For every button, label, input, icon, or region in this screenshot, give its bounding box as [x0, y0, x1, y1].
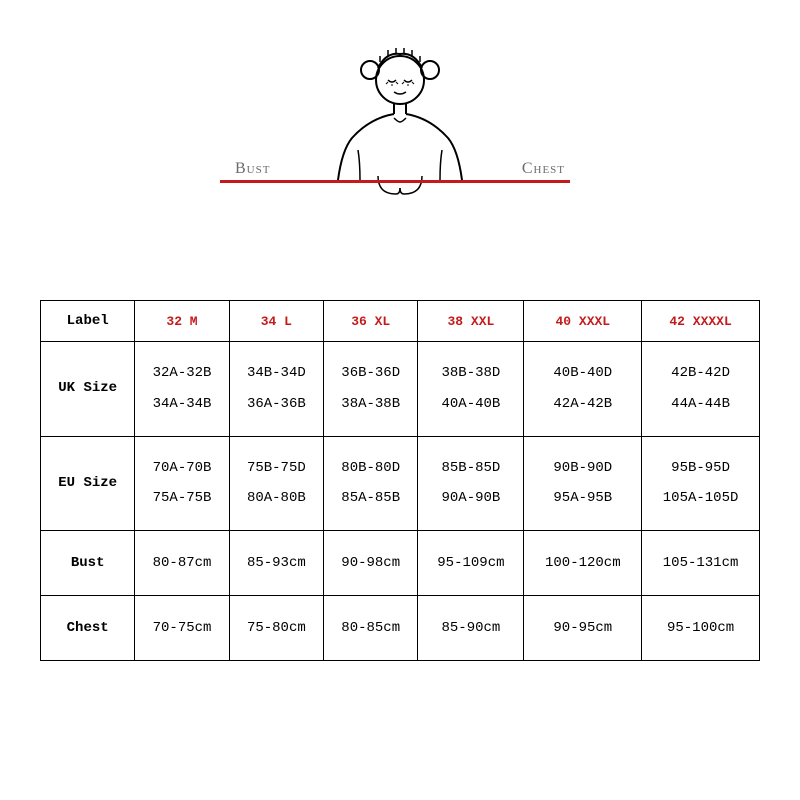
figure-illustration: [320, 40, 480, 220]
size-chart-table: Label 32 M 34 L 36 XL 38 XXL 40 XXXL 42 …: [40, 300, 760, 661]
table-cell: 32A-32B34A-34B: [135, 342, 229, 437]
cell-value: 105A-105D: [646, 483, 755, 514]
size-header: 32 M: [135, 301, 229, 342]
table-cell: 75-80cm: [229, 596, 323, 661]
cell-value: 75B-75D: [234, 453, 319, 484]
cell-value: 34B-34D: [234, 358, 319, 389]
cell-value: 80A-80B: [234, 483, 319, 514]
table-cell: 85-90cm: [418, 596, 524, 661]
row-label: UK Size: [41, 342, 135, 437]
cell-value: 44A-44B: [646, 389, 755, 420]
cell-value: 90B-90D: [528, 453, 637, 484]
table-cell: 36B-36D38A-38B: [324, 342, 418, 437]
table-cell: 70-75cm: [135, 596, 229, 661]
cell-value: 42A-42B: [528, 389, 637, 420]
cell-value: 90-95cm: [528, 620, 637, 636]
row-label: Bust: [41, 531, 135, 596]
table-cell: 85-93cm: [229, 531, 323, 596]
table-cell: 80B-80D85A-85B: [324, 436, 418, 531]
table-row: Bust80-87cm 85-93cm 90-98cm 95-109cm 100-120…: [41, 531, 760, 596]
cell-value: 40B-40D: [528, 358, 637, 389]
cell-value: 38A-38B: [328, 389, 413, 420]
cell-value: 85-93cm: [234, 555, 319, 571]
label-header: Label: [41, 301, 135, 342]
cell-value: 70A-70B: [139, 453, 224, 484]
cell-value: 85A-85B: [328, 483, 413, 514]
size-header: 40 XXXL: [524, 301, 642, 342]
size-header: 38 XXL: [418, 301, 524, 342]
cell-value: 80-85cm: [328, 620, 413, 636]
cell-value: 36A-36B: [234, 389, 319, 420]
cell-value: 40A-40B: [422, 389, 519, 420]
size-header: 34 L: [229, 301, 323, 342]
cell-value: 75A-75B: [139, 483, 224, 514]
table-header-row: Label 32 M 34 L 36 XL 38 XXL 40 XXXL 42 …: [41, 301, 760, 342]
table-cell: 95-100cm: [642, 596, 760, 661]
table-cell: 85B-85D90A-90B: [418, 436, 524, 531]
table-cell: 95B-95D105A-105D: [642, 436, 760, 531]
table-row: EU Size70A-70B75A-75B75B-75D80A-80B80B-8…: [41, 436, 760, 531]
measurement-line: [220, 180, 570, 183]
cell-value: 95-109cm: [422, 555, 519, 571]
cell-value: 85B-85D: [422, 453, 519, 484]
size-header: 36 XL: [324, 301, 418, 342]
cell-value: 70-75cm: [139, 620, 224, 636]
cell-value: 34A-34B: [139, 389, 224, 420]
cell-value: 42B-42D: [646, 358, 755, 389]
cell-value: 38B-38D: [422, 358, 519, 389]
table-body: UK Size32A-32B34A-34B34B-34D36A-36B36B-3…: [41, 342, 760, 661]
measurement-diagram: Bust Chest: [250, 40, 550, 230]
cell-value: 105-131cm: [646, 555, 755, 571]
table-cell: 40B-40D42A-42B: [524, 342, 642, 437]
cell-value: 75-80cm: [234, 620, 319, 636]
table-cell: 95-109cm: [418, 531, 524, 596]
table-row: UK Size32A-32B34A-34B34B-34D36A-36B36B-3…: [41, 342, 760, 437]
cell-value: 90-98cm: [328, 555, 413, 571]
cell-value: 95B-95D: [646, 453, 755, 484]
cell-value: 95A-95B: [528, 483, 637, 514]
table-row: Chest70-75cm 75-80cm 80-85cm 85-90cm 90-95cm…: [41, 596, 760, 661]
cell-value: 95-100cm: [646, 620, 755, 636]
chest-label: Chest: [522, 160, 565, 178]
cell-value: 36B-36D: [328, 358, 413, 389]
cell-value: 80B-80D: [328, 453, 413, 484]
table-cell: 90-95cm: [524, 596, 642, 661]
cell-value: 100-120cm: [528, 555, 637, 571]
cell-value: 85-90cm: [422, 620, 519, 636]
table-cell: 80-87cm: [135, 531, 229, 596]
table-cell: 70A-70B75A-75B: [135, 436, 229, 531]
table-cell: 105-131cm: [642, 531, 760, 596]
cell-value: 90A-90B: [422, 483, 519, 514]
table-cell: 80-85cm: [324, 596, 418, 661]
cell-value: 80-87cm: [139, 555, 224, 571]
table-cell: 34B-34D36A-36B: [229, 342, 323, 437]
table-cell: 90-98cm: [324, 531, 418, 596]
row-label: EU Size: [41, 436, 135, 531]
cell-value: 32A-32B: [139, 358, 224, 389]
row-label: Chest: [41, 596, 135, 661]
table-cell: 38B-38D40A-40B: [418, 342, 524, 437]
table-cell: 42B-42D44A-44B: [642, 342, 760, 437]
bust-label: Bust: [235, 160, 270, 178]
table-cell: 90B-90D95A-95B: [524, 436, 642, 531]
table-cell: 100-120cm: [524, 531, 642, 596]
size-header: 42 XXXXL: [642, 301, 760, 342]
table-cell: 75B-75D80A-80B: [229, 436, 323, 531]
